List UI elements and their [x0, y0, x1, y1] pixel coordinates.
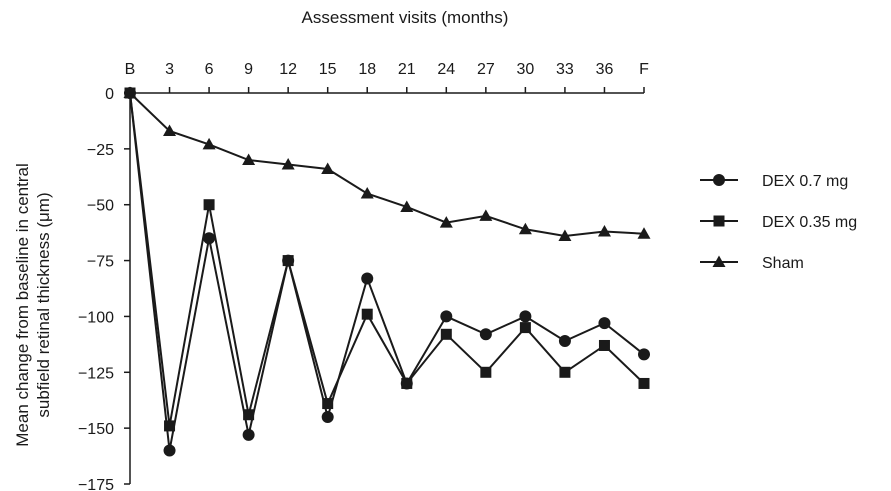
data-point-dex-0-35-mg	[401, 377, 413, 389]
data-point-dex-0-7-mg	[479, 328, 492, 341]
x-tick-label: 12	[279, 61, 297, 78]
x-tick-label: 9	[244, 61, 253, 78]
data-point-dex-0-35-mg	[519, 322, 531, 334]
legend-marker-sham	[712, 255, 726, 267]
x-tick-label: 33	[556, 61, 574, 78]
data-point-sham	[321, 162, 335, 174]
data-point-dex-0-7-mg	[242, 428, 255, 441]
series-line-dex-0-7-mg	[129, 92, 645, 451]
legend-label: Sham	[762, 255, 804, 272]
series-dex-0-35-mg	[124, 87, 650, 432]
data-point-sham	[163, 124, 177, 136]
data-point-dex-0-35-mg	[322, 398, 334, 410]
data-point-dex-0-35-mg	[440, 328, 452, 340]
y-tick-label: −125	[78, 365, 114, 382]
legend-label: DEX 0.7 mg	[762, 173, 848, 190]
data-point-sham	[202, 137, 216, 150]
y-axis-title-line-2: subfield retinal thickness (μm)	[34, 192, 53, 417]
data-point-sham	[479, 209, 493, 221]
x-tick-label: F	[639, 61, 649, 78]
legend-marker-dex-0-35-mg	[713, 215, 725, 227]
data-point-dex-0-7-mg	[163, 444, 176, 457]
data-point-sham	[123, 86, 137, 98]
x-tick-label: 36	[596, 61, 614, 78]
series-line-dex-0-35-mg	[129, 92, 645, 427]
x-tick-label: B	[125, 61, 136, 78]
data-point-dex-0-35-mg	[203, 199, 215, 211]
data-point-dex-0-7-mg	[519, 310, 532, 323]
legend: DEX 0.7 mg DEX 0.35 mg Sham	[700, 173, 857, 272]
axes: B 3 6 9 12 15 18 21 24 27 30 33 36 F0−25−50−75−100−12…	[78, 61, 649, 491]
data-point-sham	[637, 227, 651, 239]
data-point-sham	[360, 187, 374, 199]
series-layer	[123, 86, 651, 457]
series-sham	[123, 86, 651, 241]
x-tick-label: 27	[477, 61, 495, 78]
series-dex-0-7-mg	[124, 87, 650, 457]
y-tick-label: 0	[105, 86, 114, 103]
data-point-dex-0-7-mg	[558, 335, 571, 348]
y-tick-label: −75	[87, 254, 114, 271]
x-tick-label: 15	[319, 61, 337, 78]
data-point-sham	[400, 200, 414, 212]
data-point-sham	[597, 225, 611, 237]
legend-item-sham: Sham	[700, 255, 804, 272]
data-point-dex-0-7-mg	[638, 348, 650, 361]
data-point-dex-0-7-mg	[321, 410, 334, 423]
data-point-dex-0-35-mg	[164, 420, 176, 432]
y-tick-label: −150	[78, 421, 114, 438]
y-tick-label: −25	[87, 142, 114, 159]
x-tick-label: 21	[398, 61, 416, 78]
legend-item-dex-0-7-mg: DEX 0.7 mg	[700, 173, 848, 190]
data-point-sham	[242, 153, 256, 166]
data-point-sham	[281, 157, 295, 170]
data-point-dex-0-7-mg	[203, 232, 216, 245]
legend-label: DEX 0.35 mg	[762, 214, 857, 231]
data-point-dex-0-7-mg	[598, 317, 611, 330]
x-tick-label: 18	[358, 61, 376, 78]
x-tick-label: 3	[165, 61, 174, 78]
data-point-sham	[439, 216, 453, 228]
legend-item-dex-0-35-mg: DEX 0.35 mg	[700, 214, 857, 231]
x-tick-label: 30	[516, 61, 534, 78]
data-point-dex-0-35-mg	[480, 366, 492, 378]
series-line-sham	[129, 92, 645, 238]
data-point-dex-0-7-mg	[440, 310, 453, 323]
data-point-dex-0-35-mg	[559, 366, 571, 378]
y-tick-label: −175	[78, 477, 114, 491]
x-axis-title: Assessment visits (months)	[302, 8, 509, 27]
y-axis-title: Mean change from baseline in central sub…	[13, 163, 53, 447]
y-tick-label: −100	[78, 309, 114, 326]
x-tick-label: 24	[437, 61, 455, 78]
data-point-sham	[518, 222, 532, 235]
data-point-sham	[558, 229, 572, 241]
data-point-dex-0-7-mg	[361, 272, 374, 285]
y-tick-label: −50	[87, 198, 114, 215]
data-point-dex-0-35-mg	[361, 308, 373, 320]
legend-marker-dex-0-7-mg	[713, 174, 725, 186]
data-point-dex-0-35-mg	[243, 409, 255, 421]
data-point-dex-0-35-mg	[282, 255, 294, 267]
data-point-dex-0-35-mg	[598, 339, 610, 351]
y-axis-title-line-1: Mean change from baseline in central	[13, 163, 32, 447]
data-point-dex-0-35-mg	[638, 377, 650, 389]
x-tick-label: 6	[205, 61, 214, 78]
